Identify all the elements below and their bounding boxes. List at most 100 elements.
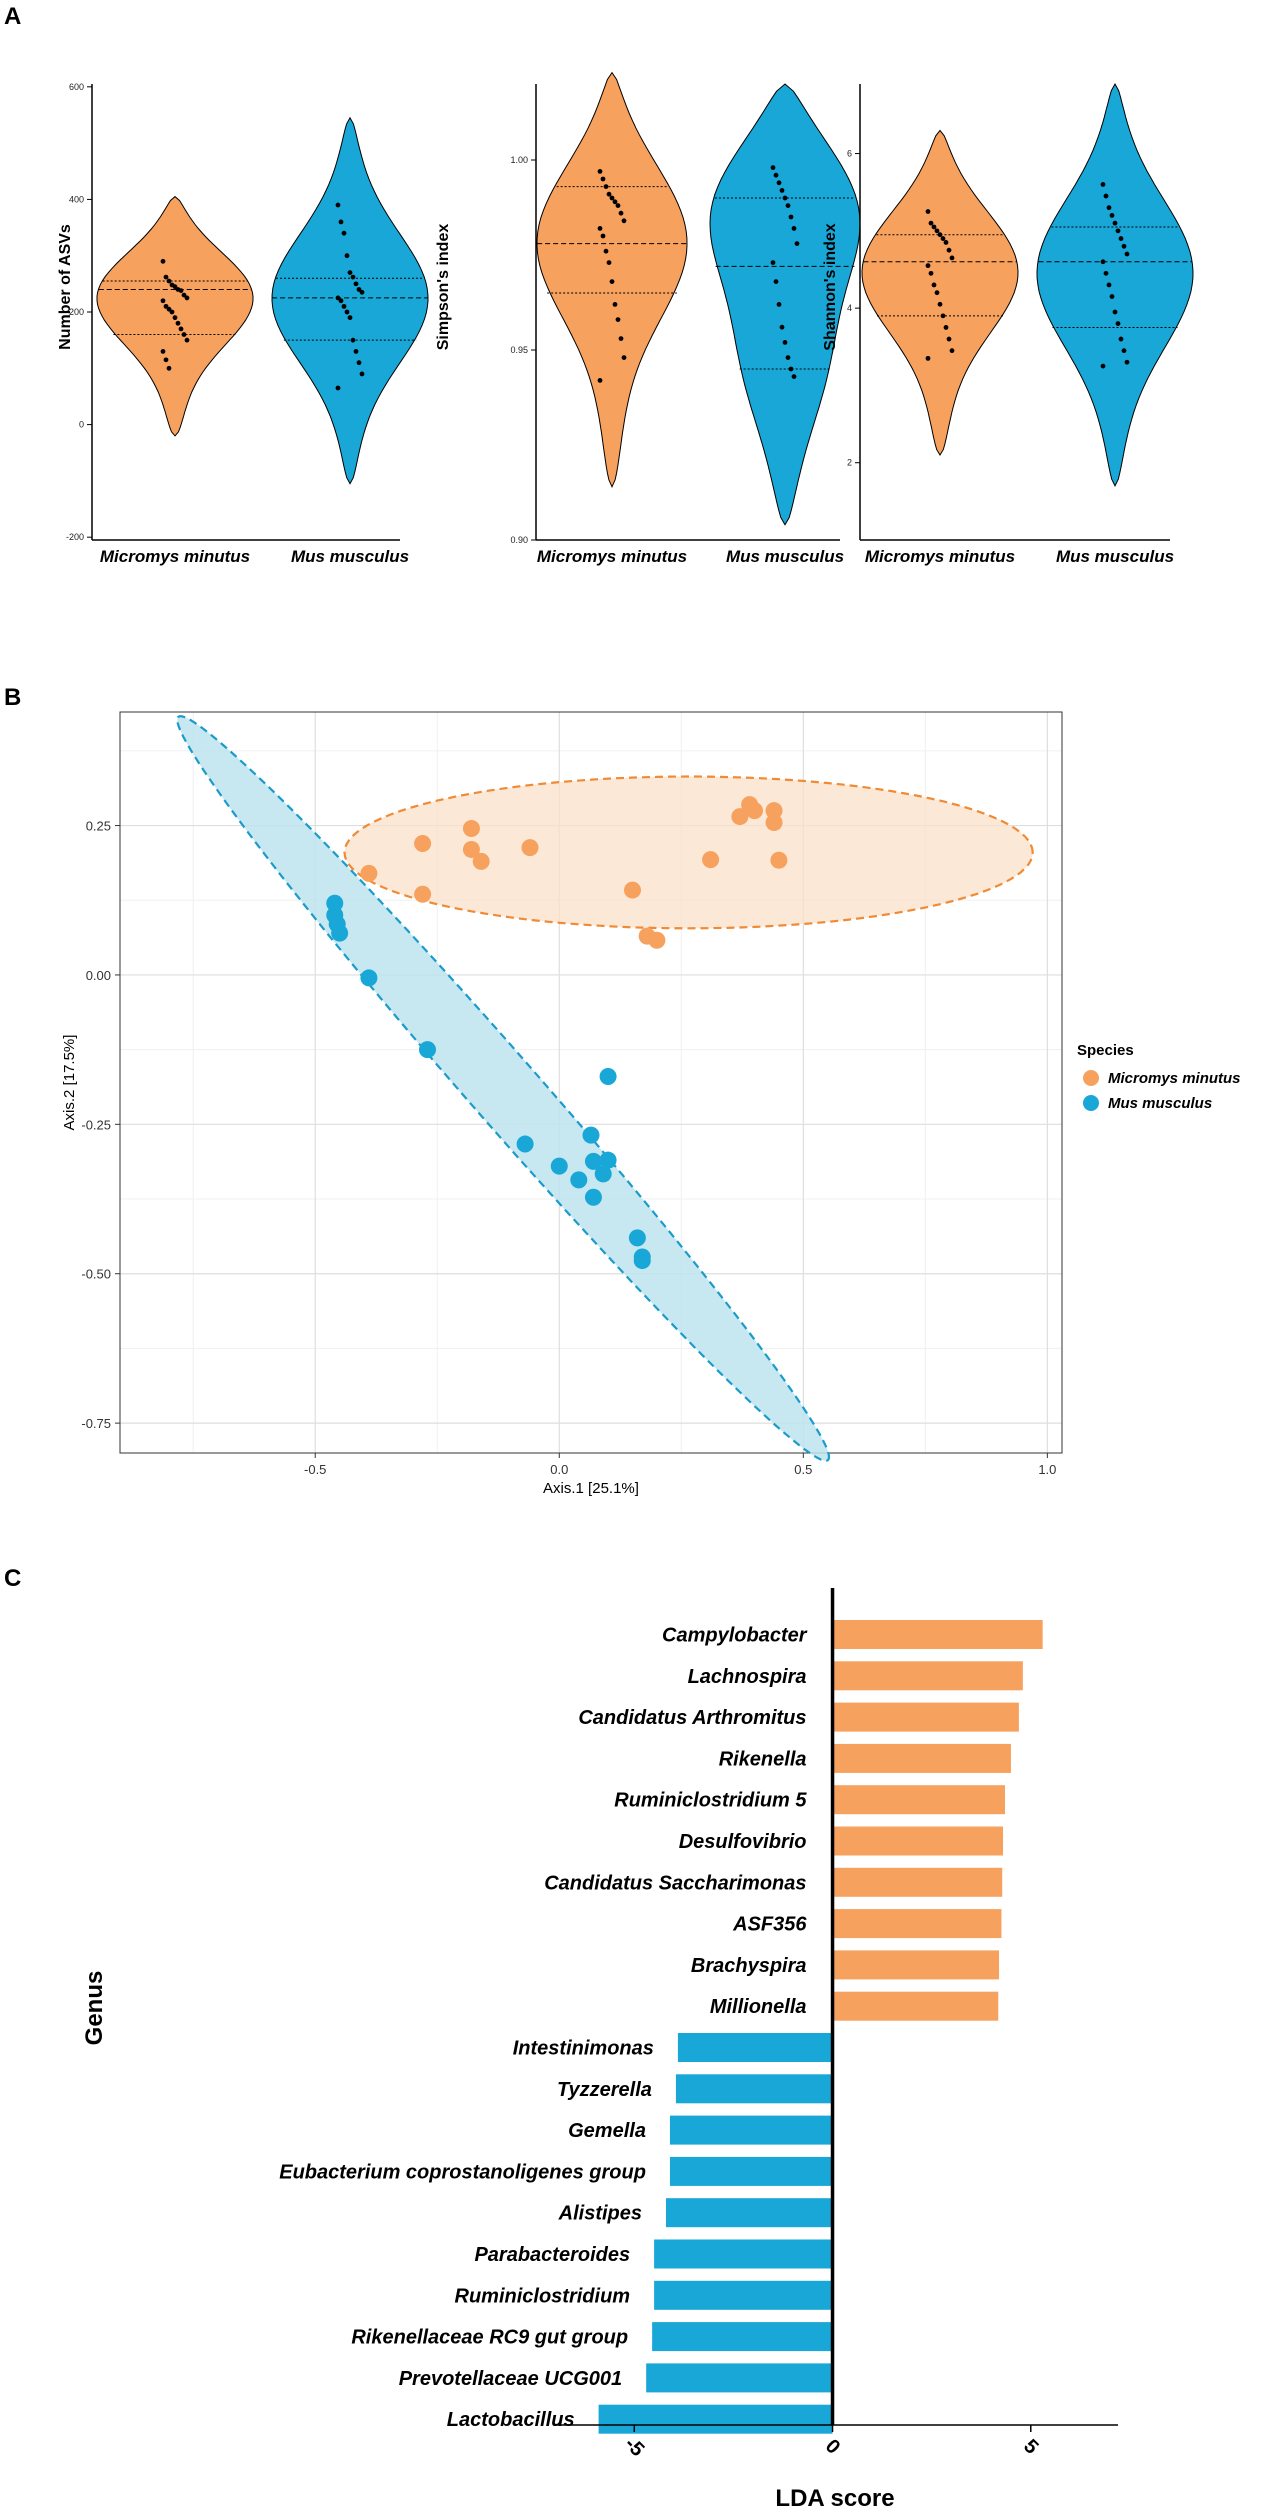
x-category-label: Micromys minutus (537, 547, 687, 566)
data-point (1124, 359, 1130, 365)
violin-plot-simpson: 1.00 0.95 0.90 Simpson's index Micromys minu… (435, 71, 861, 566)
data-point (785, 203, 791, 209)
scatter-point (746, 802, 764, 820)
lda-bar (832, 1702, 1019, 1732)
y-tick-label: 0.25 (86, 819, 111, 834)
data-point (1100, 363, 1106, 369)
x-tick-label: 0 (821, 2435, 844, 2458)
lda-bar (652, 2322, 833, 2352)
data-point (928, 220, 934, 226)
panel-letter-b: B (4, 684, 21, 711)
data-point (356, 287, 362, 292)
data-point (779, 324, 785, 330)
scatter-point (418, 1041, 436, 1059)
genus-label: Desulfovibrio (679, 1831, 807, 1853)
genus-label: Parabacteroides (474, 2244, 630, 2266)
y-tick-label: 2 (847, 458, 852, 468)
data-point (770, 165, 776, 171)
y-tick-label: 400 (69, 194, 84, 204)
data-point (794, 241, 800, 247)
scatter-point (462, 840, 480, 858)
data-point (791, 374, 797, 379)
scatter-point (331, 924, 349, 942)
data-point (169, 309, 175, 315)
data-point (181, 292, 187, 298)
x-tick-label: -0.5 (304, 1462, 326, 1477)
data-point (172, 315, 178, 321)
lda-bar (832, 1743, 1011, 1773)
data-point (943, 325, 949, 330)
panel-letter-c: C (4, 1565, 21, 1592)
legend-label: Mus musculus (1108, 1095, 1212, 1112)
lda-bar (832, 1867, 1003, 1897)
scatter-point (582, 1126, 600, 1144)
data-point (937, 232, 943, 238)
y-tick-label: 0.90 (510, 535, 528, 545)
scatter-point (414, 834, 432, 852)
scatter-point (731, 808, 749, 826)
data-point (163, 357, 169, 363)
x-tick-label: 5 (1019, 2435, 1042, 2458)
legend-marker (1083, 1070, 1099, 1086)
lda-bar (675, 2074, 833, 2104)
data-point (1109, 294, 1115, 299)
y-tick-label: 0.95 (510, 345, 528, 355)
data-point (1121, 348, 1127, 354)
violin-shape (271, 116, 429, 485)
genus-label: Lactobacillus (447, 2409, 575, 2431)
data-point (931, 282, 937, 288)
data-point (350, 274, 356, 280)
lda-bar (666, 2198, 833, 2228)
data-point (600, 176, 606, 182)
data-point (949, 348, 955, 354)
y-tick-label: -0.25 (81, 1117, 111, 1132)
data-point (184, 337, 190, 343)
data-point (612, 302, 618, 307)
data-point (776, 180, 782, 186)
data-point (1112, 309, 1118, 315)
lda-bar (832, 1620, 1043, 1649)
data-point (359, 371, 365, 377)
y-axis-title: Genus (81, 1971, 108, 2046)
lda-bar (677, 2033, 833, 2062)
data-point (335, 295, 341, 301)
data-point (341, 303, 347, 309)
data-point (184, 295, 190, 301)
data-point (773, 172, 779, 178)
genus-label: Candidatus Saccharimonas (544, 1872, 806, 1894)
legend-label: Micromys minutus (1108, 1070, 1241, 1087)
data-point (606, 260, 612, 265)
data-point (925, 263, 931, 269)
data-point (940, 313, 946, 319)
scatter-point (516, 1135, 534, 1153)
data-point (347, 315, 353, 321)
confidence-ellipse-orange (343, 775, 1034, 930)
data-point (353, 349, 359, 354)
data-point (172, 284, 178, 290)
scatter-point (584, 1188, 602, 1206)
data-point (612, 199, 618, 205)
genus-label: Ruminiclostridium 5 (614, 1790, 807, 1812)
data-point (178, 326, 184, 332)
data-point (1106, 282, 1112, 288)
data-point (597, 169, 603, 174)
data-point (603, 184, 609, 190)
data-point (181, 332, 187, 337)
plot-border (119, 711, 1063, 1454)
lda-bar (654, 2280, 833, 2310)
scatter-point (628, 1229, 646, 1247)
data-point (335, 385, 341, 391)
data-point (1118, 336, 1124, 342)
lda-bar (646, 2363, 833, 2393)
data-point (166, 365, 172, 371)
genus-label: Ruminiclostridium (455, 2285, 631, 2307)
genus-label: Tyzzerella (557, 2079, 652, 2101)
x-category-label: Mus musculus (1056, 547, 1174, 566)
lda-bar (832, 1991, 999, 2021)
y-tick-label: -200 (66, 532, 84, 542)
data-point (621, 218, 627, 224)
lda-bar (598, 2404, 833, 2434)
data-point (338, 298, 344, 304)
scatter-point (414, 885, 432, 903)
